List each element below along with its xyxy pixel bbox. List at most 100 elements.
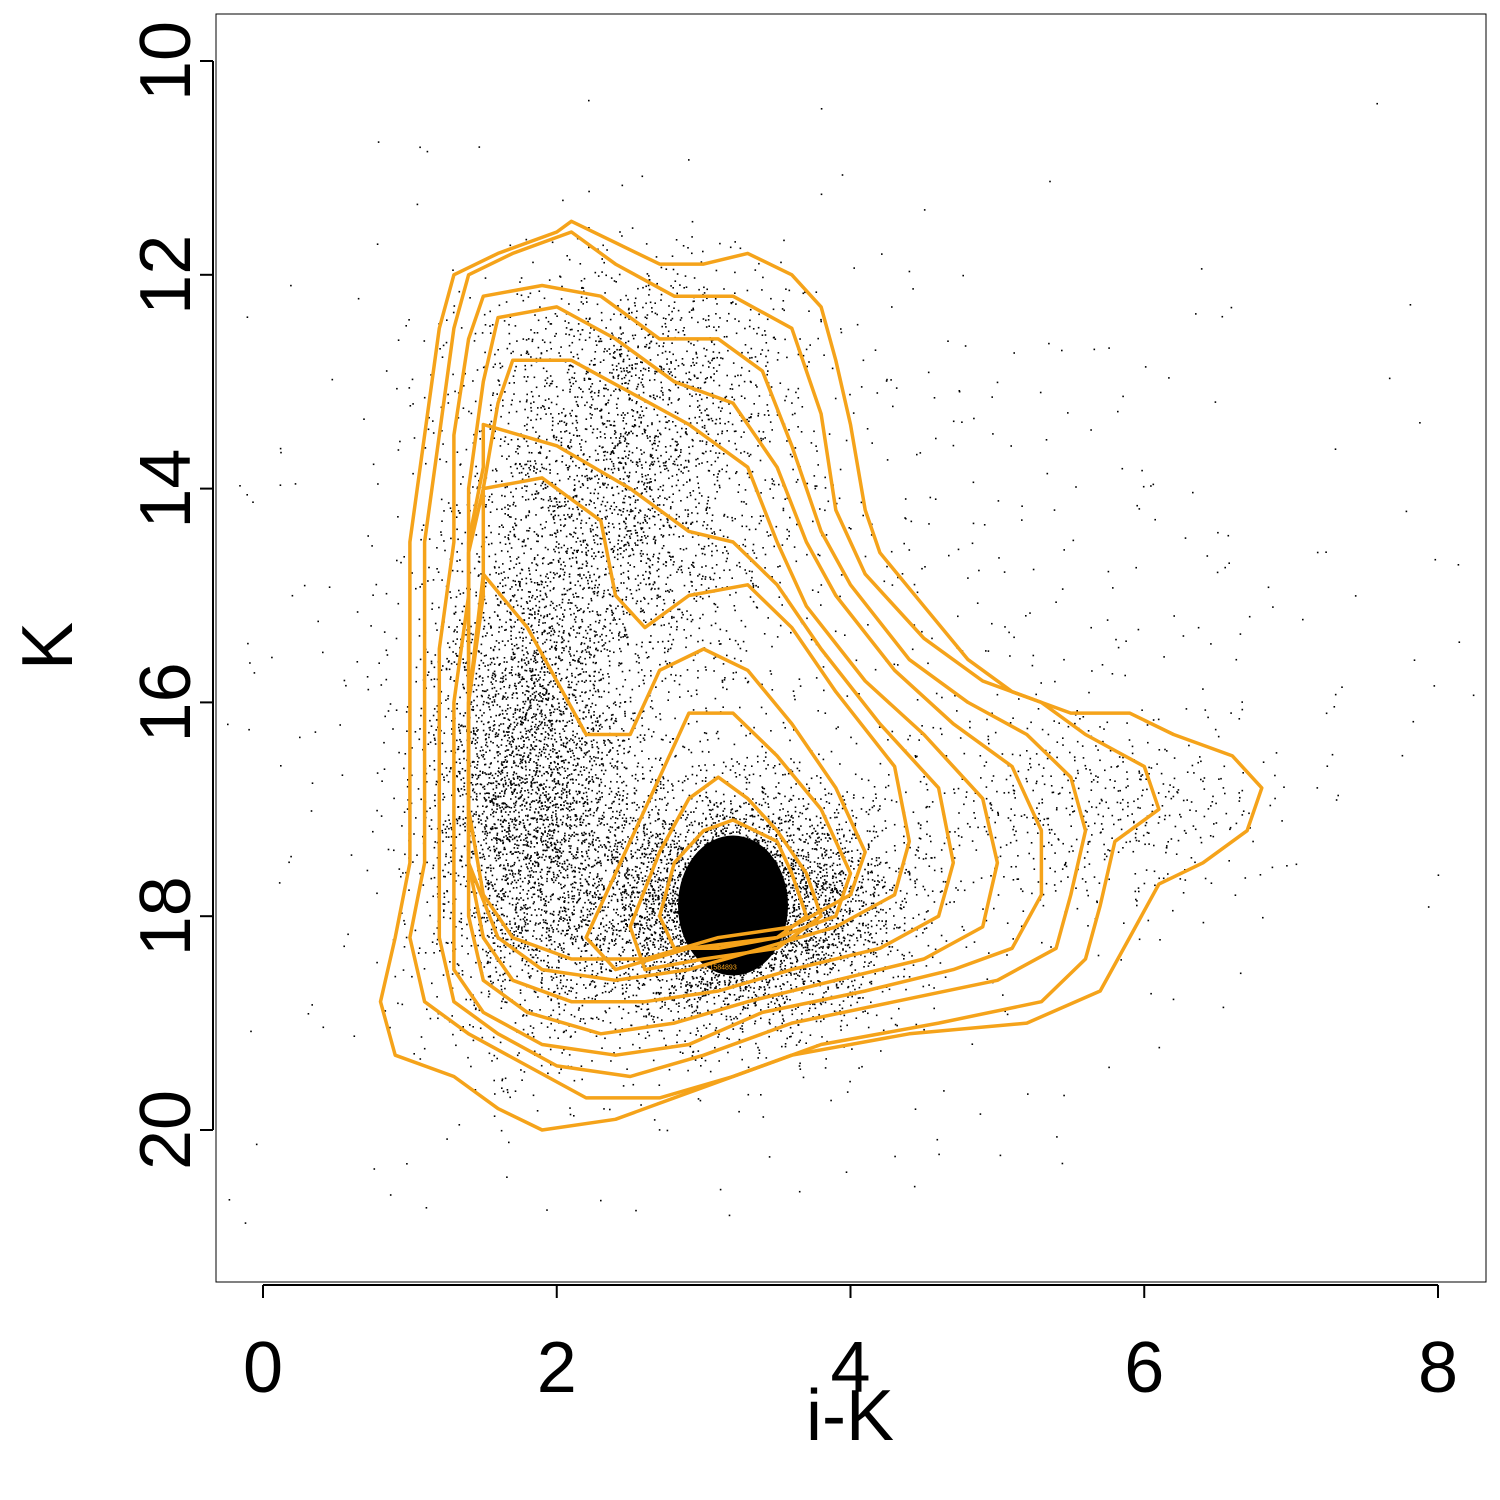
scatter-point <box>663 820 665 822</box>
scatter-point <box>578 871 581 874</box>
scatter-point <box>798 906 800 908</box>
scatter-point <box>586 908 589 911</box>
scatter-point <box>745 988 747 991</box>
scatter-point <box>786 944 788 947</box>
scatter-point <box>838 937 840 940</box>
scatter-point <box>635 842 637 845</box>
scatter-point <box>806 894 809 897</box>
scatter-point <box>845 950 847 953</box>
scatter-point <box>668 992 671 995</box>
scatter-point <box>864 939 867 941</box>
scatter-point <box>903 835 905 838</box>
scatter-point <box>678 1029 681 1032</box>
scatter-point <box>934 948 937 951</box>
scatter-point <box>829 967 831 970</box>
scatter-point <box>801 951 803 953</box>
scatter-point <box>817 927 819 930</box>
scatter-point <box>855 900 857 902</box>
scatter-point <box>828 899 831 902</box>
scatter-point <box>803 968 805 971</box>
scatter-point <box>615 964 618 967</box>
scatter-point <box>822 941 825 943</box>
scatter-point <box>824 956 827 959</box>
plot-frame <box>215 13 1487 1283</box>
scatter-point <box>825 801 828 803</box>
scatter-point <box>867 844 870 847</box>
scatter-point <box>625 919 627 922</box>
scatter-point <box>572 796 575 799</box>
scatter-point <box>815 815 818 818</box>
scatter-point <box>806 949 808 952</box>
scatter-point <box>822 939 825 941</box>
scatter-point <box>711 808 714 811</box>
scatter-point <box>579 976 582 979</box>
scatter-point <box>678 865 680 868</box>
scatter-point <box>806 905 809 907</box>
scatter-point <box>805 882 807 884</box>
scatter-point <box>779 855 782 858</box>
scatter-point <box>767 795 769 798</box>
scatter-point <box>599 911 601 913</box>
scatter-point <box>696 1012 699 1014</box>
scatter-point <box>807 896 809 898</box>
scatter-point <box>582 812 585 815</box>
scatter-point <box>653 961 656 964</box>
scatter-point <box>837 927 839 930</box>
scatter-point <box>805 952 808 954</box>
scatter-point <box>724 997 727 1000</box>
scatter-point <box>800 869 803 871</box>
scatter-point <box>659 933 661 936</box>
scatter-point <box>747 996 750 999</box>
scatter-point <box>663 931 665 933</box>
scatter-point <box>855 1017 858 1019</box>
scatter-point <box>842 1000 845 1002</box>
scatter-point <box>670 862 673 865</box>
scatter-point <box>861 875 864 877</box>
scatter-point <box>841 807 844 810</box>
scatter-point <box>674 985 676 988</box>
scatter-point <box>673 900 675 902</box>
scatter-point <box>816 966 818 969</box>
scatter-point <box>601 877 603 880</box>
scatter-point <box>748 984 750 987</box>
scatter-point <box>795 872 797 875</box>
scatter-point <box>676 855 679 857</box>
scatter-point <box>818 939 821 942</box>
scatter-point <box>668 919 670 922</box>
scatter-point <box>955 887 957 889</box>
scatter-point <box>813 935 815 938</box>
scatter-point <box>874 941 876 944</box>
scatter-point <box>644 898 647 900</box>
scatter-point <box>659 888 662 891</box>
scatter-point <box>837 969 840 972</box>
scatter-point <box>882 909 884 911</box>
scatter-point <box>782 939 785 941</box>
scatter-point <box>663 1037 665 1040</box>
scatter-point <box>852 898 854 900</box>
scatter-point <box>792 863 794 865</box>
scatter-point <box>634 865 637 868</box>
scatter-point <box>849 911 851 914</box>
scatter-point <box>769 1023 771 1025</box>
scatter-point <box>756 833 758 835</box>
scatter-point <box>646 1008 648 1011</box>
scatter-point <box>804 946 807 949</box>
scatter-point <box>652 953 654 955</box>
scatter-point <box>849 841 851 843</box>
scatter-point <box>798 798 800 800</box>
scatter-point <box>545 910 548 913</box>
scatter-point <box>718 1033 720 1036</box>
scatter-point <box>795 915 798 918</box>
scatter-point <box>793 890 795 892</box>
scatter-point <box>829 971 831 974</box>
scatter-point <box>640 915 643 918</box>
scatter-point <box>821 855 823 857</box>
scatter-point <box>867 965 870 967</box>
scatter-point <box>762 819 764 821</box>
scatter-point <box>581 921 583 923</box>
scatter-point <box>546 928 548 930</box>
scatter-point <box>814 881 817 884</box>
scatter-point <box>644 853 647 856</box>
scatter-point <box>643 826 645 828</box>
scatter-point <box>680 874 682 876</box>
